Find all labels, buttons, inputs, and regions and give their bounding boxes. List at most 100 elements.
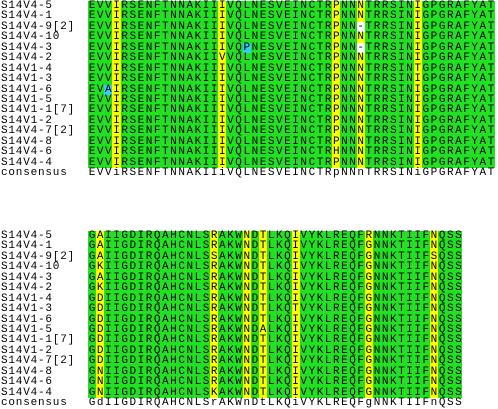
sequence-row: S14V1-6 G D I I G D I R Q A H C N L S R A K W N D T L K Q I V Y K L R E Q…	[0, 313, 498, 326]
sequence-name: S14V1-4	[1, 62, 53, 75]
sequence-name: S14V4-7[2]	[1, 355, 76, 368]
sequence-name: S14V1-4	[1, 292, 53, 305]
sequence-name: S14V4-10	[1, 31, 61, 44]
sequence-row: S14V4-1 E V V I R S E N F T N N A K I I I V Q L N E S V E I N C T R P N N…	[0, 10, 498, 23]
sequence-row: S14V1-4 E V V I R S E N F T N N A K I I I V Q L N E S V E I N C T R P N N…	[0, 62, 498, 75]
sequence-name: S14V4-7[2]	[1, 125, 76, 138]
sequence-name: S14V4-2	[1, 52, 53, 65]
sequence-row: S14V1-6 E V A I R S E N F T N N A K I I I V Q L N E S V E I N C T R P N N…	[0, 83, 498, 96]
sequence-row: S14V4-2 G K I I G D I R Q A H C N L S R A K W N D T L K Q I V Y K L R E Q…	[0, 282, 498, 295]
sequence-row: S14V1-4 G D I I G D I R Q A H C N L S R A K W N D T L K Q I V Y K L R E Q…	[0, 292, 498, 305]
sequence-row: S14V4-5 G A I I G D I R Q A H C N L S R A K W N D T L K Q I V Y K L R E Q…	[0, 230, 498, 242]
sequence-row: S14V4-4 E V V I R S E N F T N N A K I I I V Q L N E S V E I N C T R P N N…	[0, 156, 498, 169]
sequence-name: S14V1-3	[1, 303, 53, 316]
sequence-row: S14V1-5 E V V I R S E N F T N N A K I I I V Q L N E S V E I N C T R P N N…	[0, 93, 498, 106]
sequence-row: S14V4-10 E V V I R S E N F T N N A K I I I V Q L N E S V E I N C T R P N…	[0, 31, 498, 44]
sequence-row: S14V1-3 G D I I G D I R Q A H C N L S R A K W N D T L K Q T V Y K L R E Q…	[0, 303, 498, 316]
sequence-row: S14V4-8 G N I I G D I R Q A H C N L S R A K W N D T L K Q I V Y K L R E Q…	[0, 365, 498, 378]
sequence-row: S14V4-9[2] E V V I R S E N F T N N A K I I I V Q L N E S V E I N C T R…	[0, 20, 498, 33]
sequence-name: S14V1-2	[1, 344, 53, 357]
sequence-row: S14V4-9[2] G A I I G D I R Q A H C N L S S A K W N D T L K Q I V Y K L…	[0, 250, 498, 263]
sequence-name: S14V4-3	[1, 41, 53, 54]
sequence-row: S14V4-6 G N I I G D I R Q A H C N L S R A K W N D T L K Q I V Y K L R E Q…	[0, 376, 498, 389]
sequence-name: S14V4-4	[1, 156, 53, 169]
sequence-name: S14V4-1	[1, 240, 53, 253]
sequence-name: S14V1-5	[1, 93, 53, 106]
sequence-row: S14V4-1 G A I I G D I R Q A H C N L S R A K W N D T L K Q I V Y K L R E Q…	[0, 240, 498, 253]
sequence-name: S14V4-5	[1, 230, 53, 242]
sequence-name: S14V1-6	[1, 313, 53, 326]
sequence-name: S14V4-9[2]	[1, 250, 76, 263]
sequence-row: S14V1-2 G D I I G D I R Q A H C N L S R A K W N D T L K Q I V Y K L R E Q…	[0, 344, 498, 357]
sequence-name: S14V4-1	[1, 10, 53, 23]
sequence-row: S14V4-4 G N I I G D I R Q A H C N L S K A K W N D T L K Q I V Y K L R E Q…	[0, 386, 498, 399]
sequence-row: S14V1-3 E V V I R S E N F T N N A K I I I V Q L N E S V E I N C T R P N N…	[0, 73, 498, 86]
sequence-name: S14V4-8	[1, 365, 53, 378]
sequence-name: S14V4-6	[1, 146, 53, 159]
sequence-name: S14V4-9[2]	[1, 20, 76, 33]
sequence-name: S14V4-4	[1, 386, 53, 399]
sequence-row: S14V1-1[7] E V V I R S E N F T N N A K I I I V Q L N E S V E I N C T R…	[0, 104, 498, 117]
sequence-name: S14V1-6	[1, 83, 53, 96]
alignment-block: S14V4-5 E V V I R S E N F T N N A K I I I V Q L N E S V E I N C T R P N N…	[0, 0, 498, 179]
sequence-name: S14V4-6	[1, 376, 53, 389]
sequence-name: S14V4-3	[1, 271, 53, 284]
sequence-name: S14V1-3	[1, 73, 53, 86]
sequence-row: S14V4-2 E V V I R S E N F T N N A K I I V V Q L N E S V E I N C T R P N N…	[0, 52, 498, 65]
sequence-name: S14V1-1[7]	[1, 334, 76, 347]
sequence-name: consensus	[1, 397, 68, 409]
alignment-block: S14V4-5 G A I I G D I R Q A H C N L S R A K W N D T L K Q I V Y K L R E Q…	[0, 230, 498, 409]
sequence-name: S14V4-8	[1, 135, 53, 148]
sequence-name: S14V1-5	[1, 323, 53, 336]
sequence-row: S14V4-3 G A I I G D I R Q A H C N L S R A K W N D T L K Q I V Y K L R E Q…	[0, 271, 498, 284]
sequence-row: S14V4-7[2] E V V I R S E N F T N N A K I I I V Q L N E S V E I N C T R…	[0, 125, 498, 138]
sequence-name: S14V4-2	[1, 282, 53, 295]
sequence-name: S14V4-10	[1, 261, 61, 274]
sequence-row: S14V1-5 G D I I G D I R Q A H C N L S R A K W N D A L K Q I V Y K L R E Q…	[0, 323, 498, 336]
sequence-row: S14V4-10 G K I I G D I R Q A H C N L S R A K W N D T L K Q I V Y K L R E…	[0, 261, 498, 274]
sequence-name: S14V1-1[7]	[1, 104, 76, 117]
sequence-name: S14V1-2	[1, 114, 53, 127]
sequence-row: S14V4-5 E V V I R S E N F T N N A K I I I V Q L N E S V E I N C T R P N N…	[0, 0, 498, 12]
sequence-row: S14V1-2 E V V I R S E N F T N N A K I I I V Q L N E S V E I N C T R P N N…	[0, 114, 498, 127]
sequence-row: S14V4-8 E V V I R S E N F T N N A K I I I V Q L N E S V E I N C T R P N N…	[0, 135, 498, 148]
sequence-name: consensus	[1, 167, 68, 179]
sequence-row: S14V4-6 E V V I R S E N F T N N A K I I I V Q L N E S V E I N C T R H N N…	[0, 146, 498, 159]
